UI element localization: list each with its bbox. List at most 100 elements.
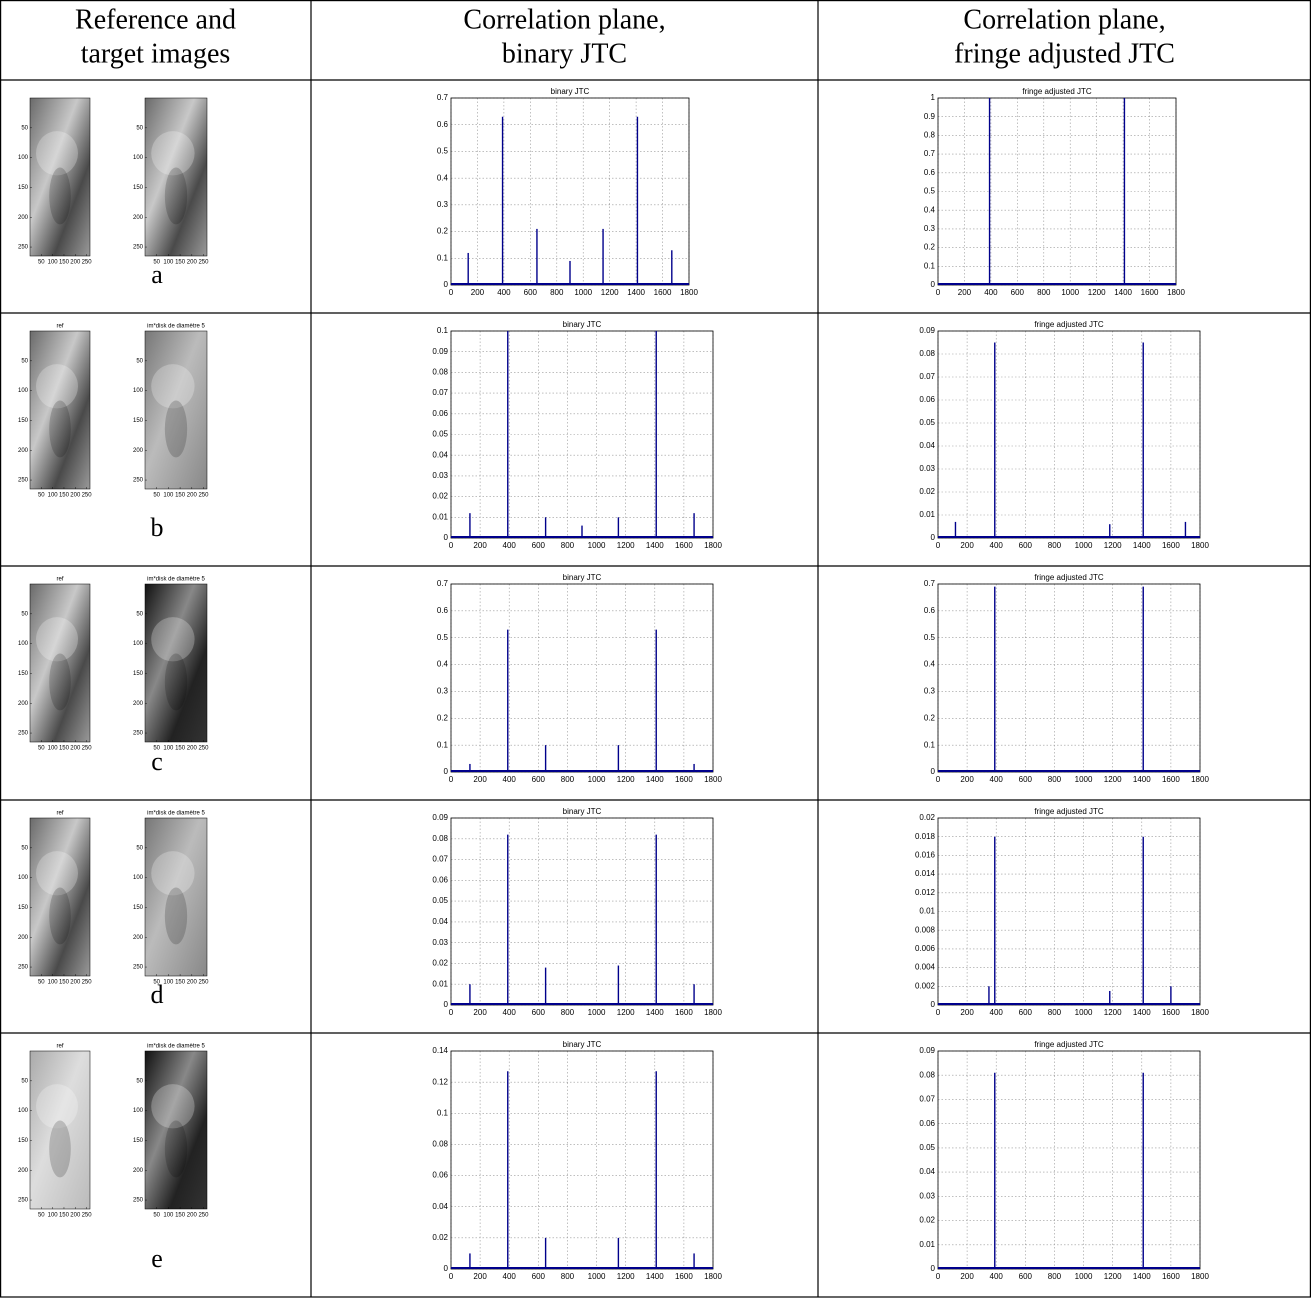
image: [145, 1051, 207, 1209]
image-y-tick-label: 250: [18, 245, 29, 251]
x-tick-label: 200: [473, 775, 487, 784]
image-x-tick-label: 250: [198, 746, 209, 752]
image-y-tick-label: 200: [18, 701, 29, 707]
image-y-tick-label: 50: [136, 358, 143, 364]
x-tick-label: 600: [1019, 1272, 1033, 1281]
y-tick-label: 0.014: [915, 869, 936, 878]
image-x-tick-label: 250: [198, 260, 209, 266]
x-tick-label: 1600: [1141, 288, 1159, 297]
image-detail: [151, 1084, 195, 1129]
image-frame: [144, 1050, 208, 1210]
y-tick-label: 0.016: [915, 851, 936, 860]
x-tick-label: 200: [960, 1008, 974, 1017]
x-tick-label: 0: [449, 1008, 454, 1017]
image-y-tick-label: 100: [18, 641, 29, 647]
row-label: b: [151, 513, 164, 542]
x-tick-label: 1400: [1133, 541, 1151, 550]
chart-title: binary JTC: [551, 87, 590, 96]
x-tick-label: 800: [561, 775, 575, 784]
x-tick-label: 600: [532, 1272, 546, 1281]
image-y-tick-label: 200: [18, 935, 29, 941]
image-x-tick-label: 50: [38, 1213, 45, 1219]
x-tick-label: 1000: [1075, 1008, 1093, 1017]
image-x-tick-label: 150: [175, 746, 186, 752]
image-y-tick-label: 150: [18, 418, 29, 424]
y-tick-label: 0: [444, 533, 449, 542]
x-tick-label: 1000: [588, 1272, 606, 1281]
x-tick-label: 400: [990, 775, 1004, 784]
image-y-tick-label: 150: [18, 1138, 29, 1144]
image-x-tick-label: 250: [82, 980, 93, 986]
y-tick-label: 0.3: [924, 224, 936, 233]
x-tick-label: 1800: [1167, 288, 1185, 297]
image-frame: [144, 97, 208, 257]
x-tick-label: 400: [503, 541, 517, 550]
x-tick-label: 1600: [675, 1008, 693, 1017]
y-tick-label: 0.5: [437, 147, 449, 156]
image-x-tick-label: 50: [38, 746, 45, 752]
image-x-tick-label: 100: [48, 746, 59, 752]
x-tick-label: 1400: [627, 288, 645, 297]
image-frame: [29, 583, 91, 743]
chart-title: fringe adjusted JTC: [1034, 573, 1104, 582]
x-tick-label: 0: [936, 1008, 941, 1017]
image-x-tick-label: 50: [153, 1213, 160, 1219]
row-label: e: [151, 1244, 163, 1273]
image-y-tick-label: 100: [133, 875, 144, 881]
row-label: a: [151, 260, 163, 289]
image-y-tick-label: 200: [133, 701, 144, 707]
image-y-tick-label: 50: [136, 611, 143, 617]
y-tick-label: 0.14: [432, 1046, 448, 1055]
x-tick-label: 1400: [646, 1272, 664, 1281]
x-tick-label: 400: [990, 541, 1004, 550]
y-tick-label: 0.09: [432, 813, 448, 822]
image-x-tick-label: 100: [163, 493, 174, 499]
x-tick-label: 1000: [1075, 1272, 1093, 1281]
y-tick-label: 0.5: [437, 633, 449, 642]
y-tick-label: 0.02: [919, 813, 935, 822]
image-y-tick-label: 150: [133, 671, 144, 677]
image-y-tick-label: 150: [133, 185, 144, 191]
y-tick-label: 0: [931, 280, 936, 289]
image-frame: [144, 817, 208, 977]
x-tick-label: 200: [960, 775, 974, 784]
x-tick-label: 400: [984, 288, 998, 297]
image-x-tick-label: 50: [38, 493, 45, 499]
x-tick-label: 1600: [1162, 541, 1180, 550]
y-tick-label: 0.002: [915, 981, 936, 990]
image: [145, 98, 207, 256]
y-tick-label: 0.04: [432, 917, 448, 926]
image-detail: [164, 167, 188, 225]
image-x-tick-label: 100: [48, 1213, 59, 1219]
image-y-tick-label: 50: [21, 358, 28, 364]
chart-title: binary JTC: [563, 807, 602, 816]
y-tick-label: 0.01: [919, 907, 935, 916]
image-y-tick-label: 200: [133, 935, 144, 941]
y-tick-label: 0.1: [924, 261, 936, 270]
image-detail: [164, 887, 188, 945]
x-tick-label: 1200: [617, 541, 635, 550]
plot-area: [451, 98, 689, 285]
image-detail: [36, 851, 78, 896]
image-x-tick-label: 200: [187, 260, 198, 266]
x-tick-label: 1600: [1162, 1272, 1180, 1281]
image-detail: [164, 400, 188, 458]
x-tick-label: 200: [473, 541, 487, 550]
y-tick-label: 0.9: [924, 112, 936, 121]
x-tick-label: 0: [936, 775, 941, 784]
x-tick-label: 800: [1048, 1008, 1062, 1017]
x-tick-label: 1600: [654, 288, 672, 297]
y-tick-label: 0.01: [919, 1240, 935, 1249]
y-tick-label: 0.01: [432, 979, 448, 988]
y-tick-label: 0.05: [432, 896, 448, 905]
image: [30, 584, 90, 742]
x-tick-label: 1800: [1191, 775, 1209, 784]
image-y-tick-label: 250: [18, 731, 29, 737]
image-detail: [164, 1120, 188, 1178]
image-frame: [29, 1050, 91, 1210]
y-tick-label: 0.1: [437, 253, 449, 262]
image-y-tick-label: 250: [18, 965, 29, 971]
image-y-tick-label: 50: [136, 125, 143, 131]
y-tick-label: 0.09: [919, 326, 935, 335]
